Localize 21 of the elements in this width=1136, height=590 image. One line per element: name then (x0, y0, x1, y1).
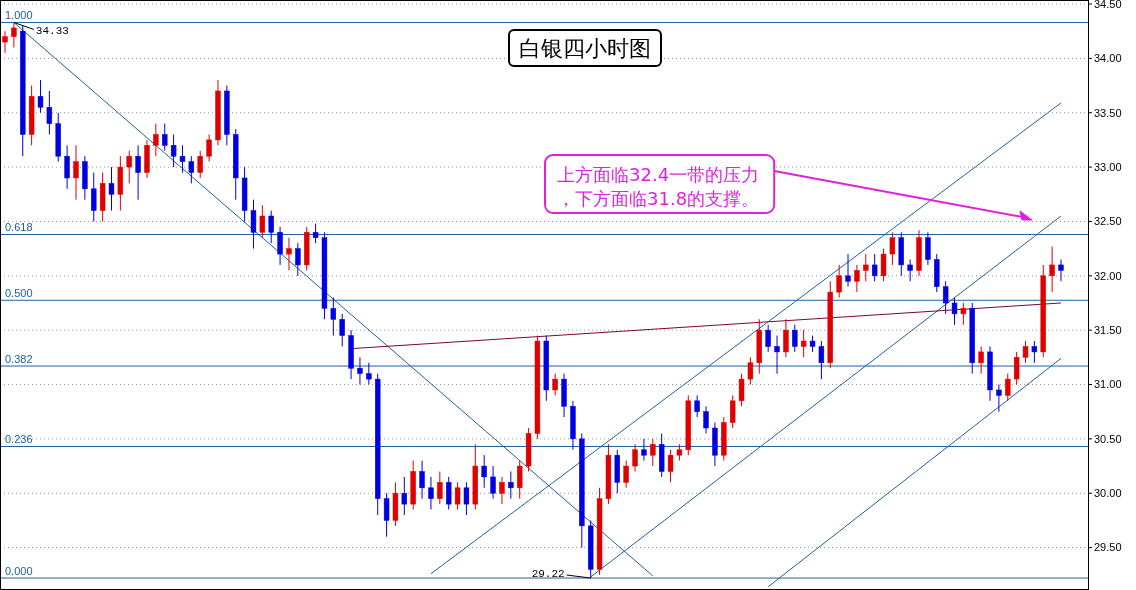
y-tick-label: 34.00 (1094, 52, 1122, 65)
y-tick-label: 30.00 (1094, 487, 1122, 500)
y-tick-label: 29.50 (1094, 541, 1122, 554)
annotation: 34.33 (35, 25, 69, 38)
annotation: 上方面临32.4一带的压力，下方面临31.8的支撑。 (557, 164, 760, 209)
y-tick-label: 30.50 (1094, 432, 1122, 445)
annotation: 29.22 (531, 568, 565, 581)
y-tick-label: 33.50 (1094, 106, 1122, 119)
y-tick-label: 31.00 (1094, 378, 1122, 391)
y-tick-label: 32.00 (1094, 269, 1122, 282)
annotation: 0.618 (5, 221, 33, 234)
text: 白银四小时图 (519, 36, 651, 61)
annotation: 0.000 (5, 565, 33, 578)
y-tick-label: 31.50 (1094, 324, 1122, 337)
y-tick-label: 34.50 (1094, 0, 1122, 10)
annotation: 0.236 (5, 433, 33, 446)
annotation: 0.500 (5, 287, 33, 300)
annotation: 0.382 (5, 353, 33, 366)
y-tick-label: 33.00 (1094, 160, 1122, 173)
y-tick-label: 32.50 (1094, 215, 1122, 228)
annotation: 1.000 (5, 9, 33, 22)
